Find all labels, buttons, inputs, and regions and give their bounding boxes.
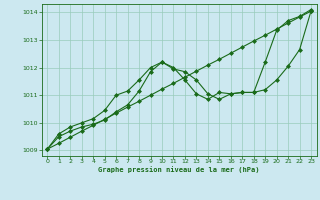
- X-axis label: Graphe pression niveau de la mer (hPa): Graphe pression niveau de la mer (hPa): [99, 167, 260, 173]
